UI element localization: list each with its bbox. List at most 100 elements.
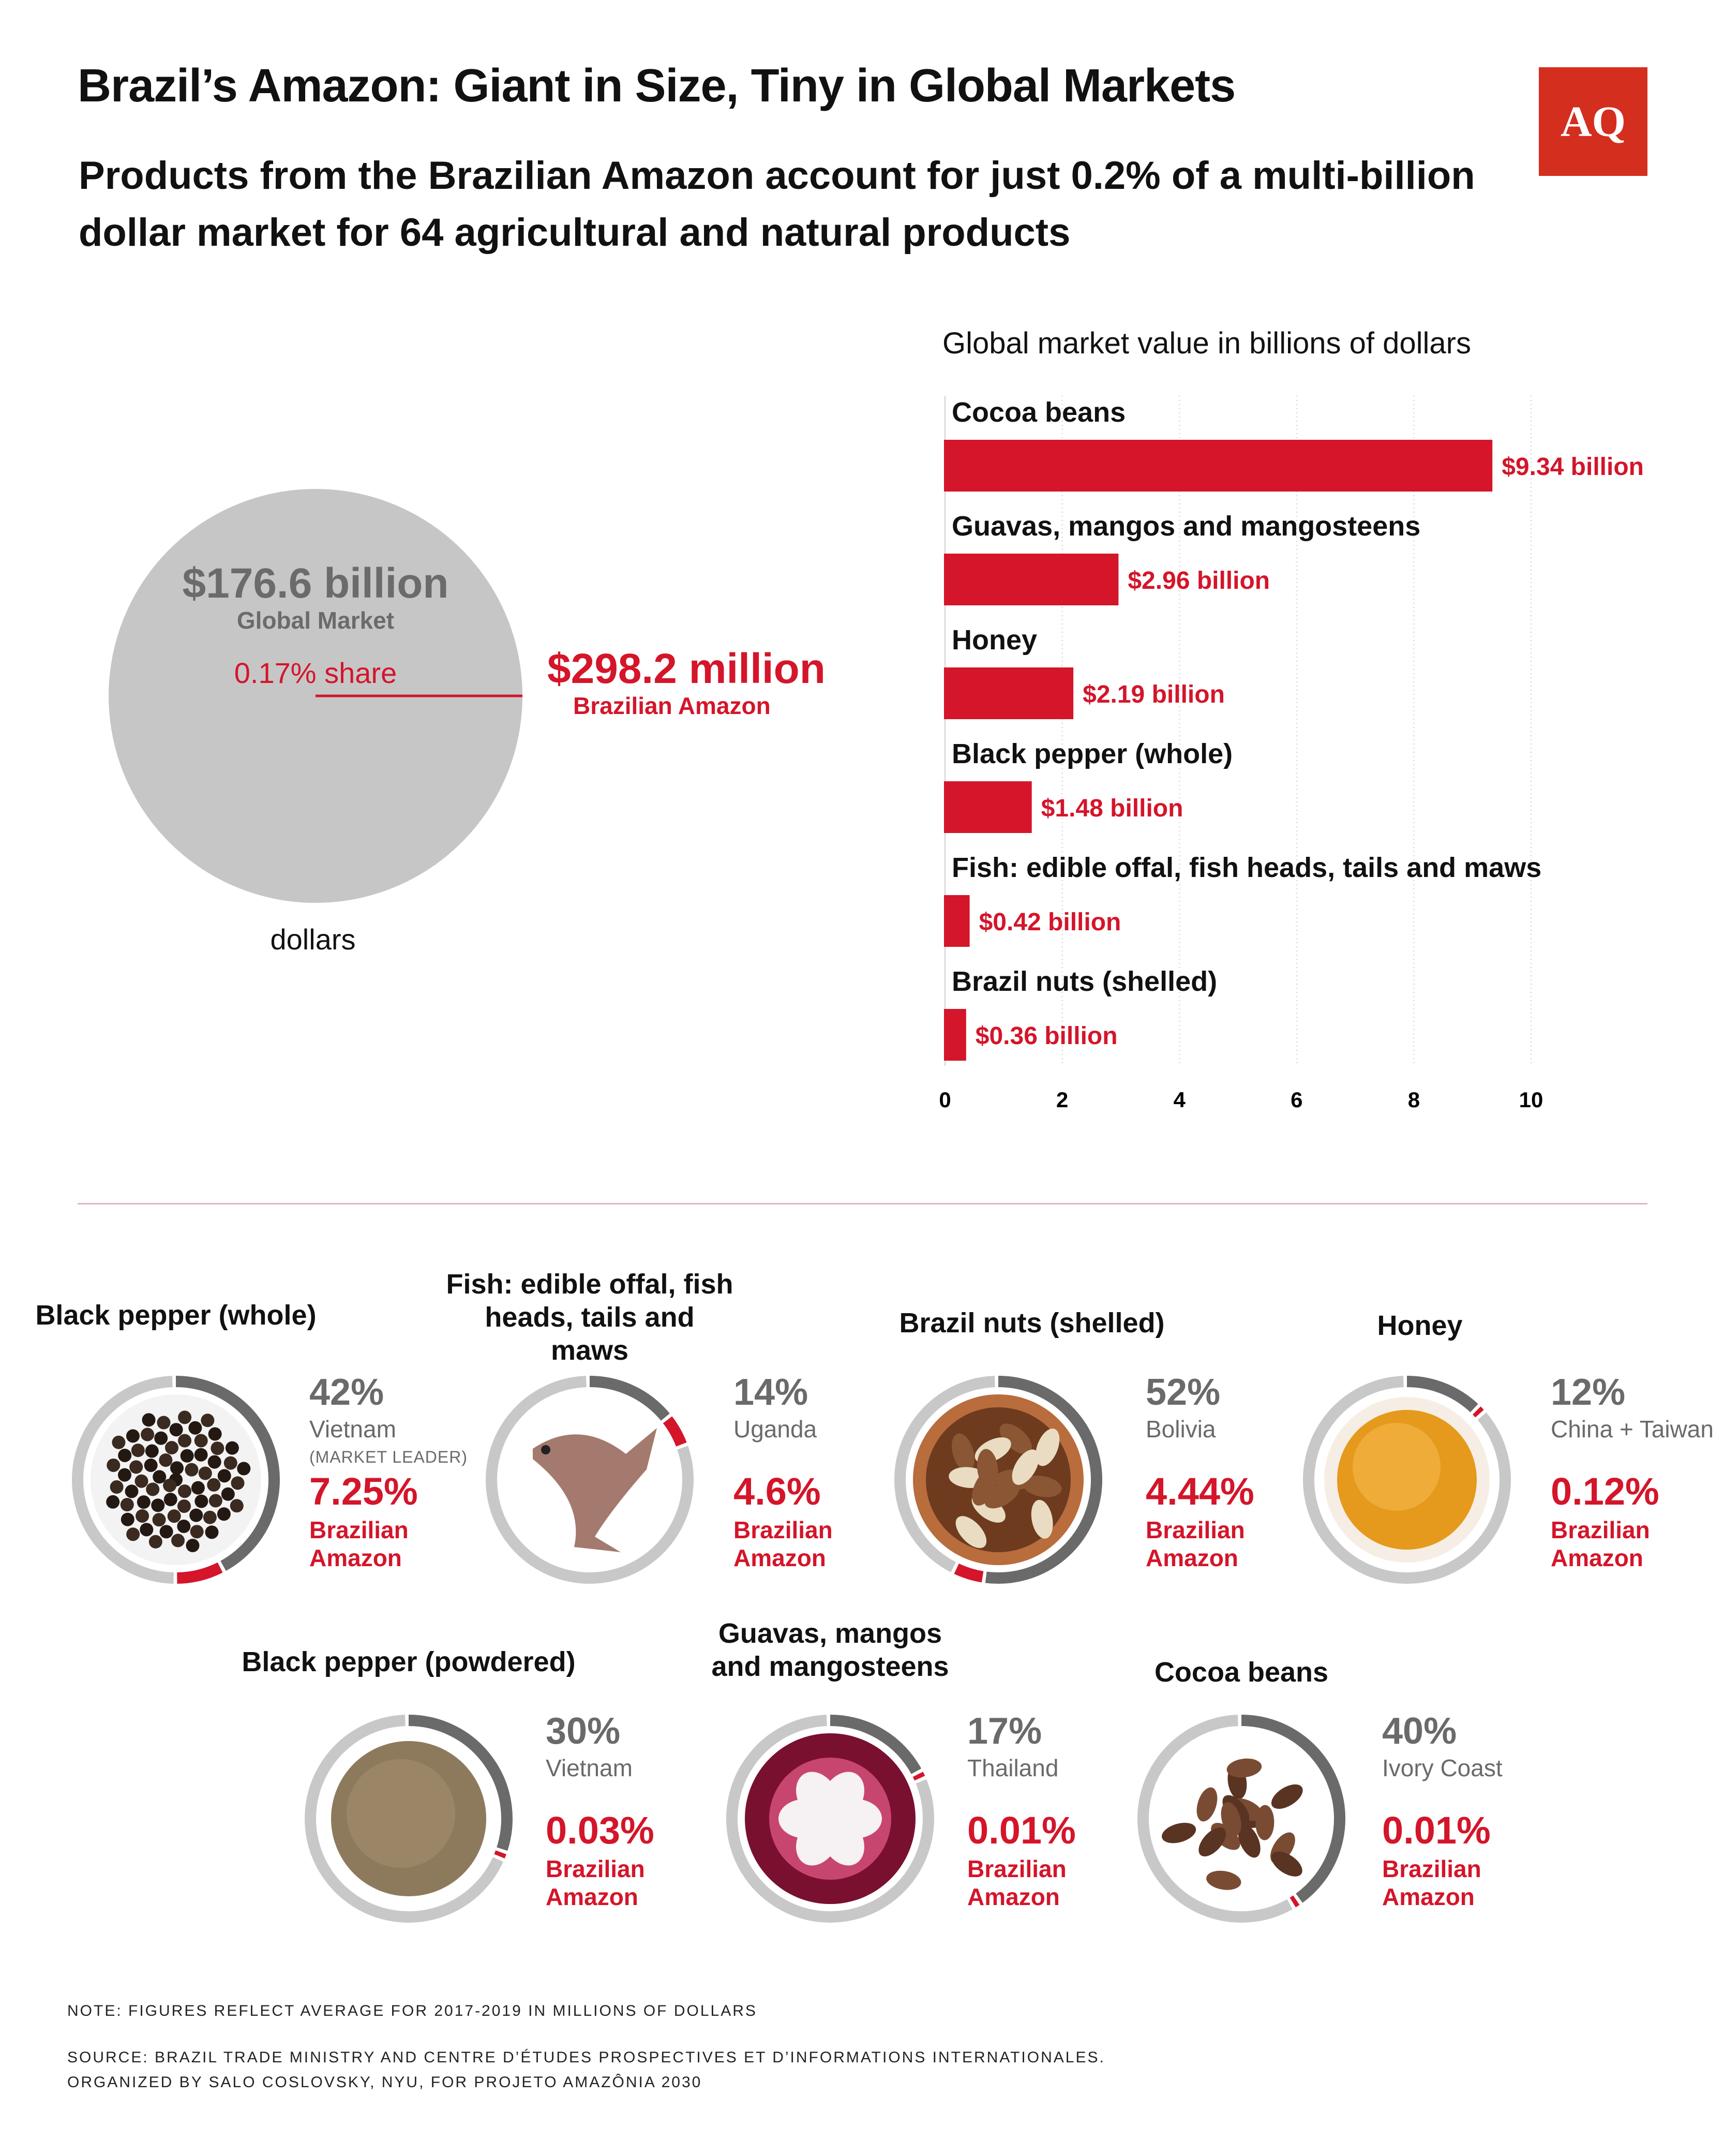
x-tick-label: 0: [939, 1088, 951, 1112]
amazon-percent: 0.01%: [1382, 1809, 1491, 1852]
pie-unit-label: dollars: [271, 923, 356, 956]
amazon-percent: 0.03%: [546, 1809, 654, 1852]
footer-organized: ORGANIZED BY SALO COSLOVSKY, NYU, FOR PR…: [67, 2074, 702, 2091]
page-subtitle: Products from the Brazilian Amazon accou…: [79, 154, 1475, 255]
brazil-nut-icon: [913, 1394, 1084, 1565]
bar-category-label: Brazil nuts (shelled): [952, 966, 1217, 997]
fish-icon: [533, 1428, 657, 1552]
bar: [944, 895, 970, 947]
rest-arc: [72, 1376, 174, 1584]
cocoa-bean-icon: [1162, 1758, 1303, 1890]
pie-amazon-value: $298.2 million: [547, 645, 826, 692]
product-donut: [1137, 1715, 1345, 1923]
bar-value-label: $2.96 billion: [1128, 567, 1270, 594]
leader-country: Uganda: [733, 1416, 817, 1443]
bar-category-label: Honey: [952, 625, 1037, 656]
leader-arc: [589, 1376, 670, 1421]
amazon-arc: [1290, 1895, 1300, 1908]
pepper-powder-icon: [331, 1741, 486, 1896]
amazon-percent: 7.25%: [309, 1470, 418, 1513]
amazon-label: Brazilian Amazon: [967, 1855, 1067, 1910]
bar-category-label: Cocoa beans: [952, 397, 1126, 428]
rest-arc: [726, 1715, 934, 1923]
leader-percent: 40%: [1382, 1711, 1457, 1752]
bar-value-label: $9.34 billion: [1502, 453, 1644, 481]
bar: [944, 440, 1493, 492]
global-market-pie: $176.6 billion Global Market 0.17% share…: [109, 489, 826, 956]
bar-value-label: $0.36 billion: [976, 1022, 1118, 1050]
product-title: Fish: edible offal, fish heads, tails an…: [446, 1269, 733, 1366]
leader-percent: 17%: [967, 1711, 1042, 1752]
amazon-label: Brazilian Amazon: [546, 1855, 645, 1910]
bar-category-label: Guavas, mangos and mangosteens: [952, 511, 1420, 542]
leader-country: Bolivia: [1146, 1416, 1216, 1443]
bar-value-label: $2.19 billion: [1083, 681, 1225, 708]
product-donut: [72, 1376, 280, 1584]
amazon-label: Brazilian Amazon: [1551, 1516, 1650, 1571]
section-divider: [78, 1203, 1647, 1205]
amazon-arc: [1472, 1406, 1484, 1418]
peppercorn-icon: [91, 1394, 261, 1565]
pie-share-label: 0.17% share: [234, 657, 397, 689]
rest-arc: [894, 1376, 995, 1572]
bar: [944, 667, 1074, 719]
rest-arc: [305, 1715, 503, 1923]
pie-global-value: $176.6 billion: [183, 560, 449, 607]
product-title: Brazil nuts (shelled): [899, 1307, 1165, 1339]
leader-note: (MARKET LEADER): [309, 1448, 468, 1466]
leader-percent: 52%: [1146, 1372, 1221, 1413]
product-donut: [305, 1715, 513, 1923]
amazon-label: Brazilian Amazon: [733, 1516, 833, 1571]
leader-percent: 30%: [546, 1711, 621, 1752]
leader-country: Thailand: [967, 1754, 1059, 1781]
pie-amazon-label: Brazilian Amazon: [573, 692, 771, 719]
product-title: Honey: [1377, 1310, 1463, 1341]
amazon-arc: [176, 1562, 223, 1584]
rest-arc: [1303, 1376, 1511, 1584]
bar-value-label: $0.42 billion: [979, 909, 1121, 936]
x-tick-label: 4: [1174, 1088, 1186, 1112]
product-donut: [486, 1376, 694, 1584]
bar-category-label: Black pepper (whole): [952, 738, 1233, 769]
x-tick-label: 6: [1291, 1088, 1302, 1112]
product-title: Cocoa beans: [1154, 1657, 1329, 1688]
amazon-label: Brazilian Amazon: [1146, 1516, 1245, 1571]
rest-arc: [486, 1376, 694, 1584]
leader-arc: [830, 1715, 922, 1774]
leader-arc: [1406, 1376, 1478, 1412]
market-value-bar-chart: 0 2 4 6 8 10 Cocoa beans $9.34 billion Guavas, m…: [939, 396, 1644, 1112]
footer-note: NOTE: FIGURES REFLECT AVERAGE FOR 2017-2…: [67, 2002, 757, 2019]
leader-percent: 14%: [733, 1372, 808, 1413]
product-donut: [894, 1376, 1102, 1584]
bar-category-label: Fish: edible offal, fish heads, tails an…: [952, 852, 1541, 883]
amazon-percent: 0.12%: [1551, 1470, 1659, 1513]
leader-percent: 42%: [309, 1372, 384, 1413]
x-tick-label: 8: [1408, 1088, 1420, 1112]
leader-percent: 12%: [1551, 1372, 1626, 1413]
amazon-percent: 4.6%: [733, 1470, 821, 1513]
amazon-label: Brazilian Amazon: [309, 1516, 409, 1571]
amazon-arc: [494, 1850, 506, 1858]
leader-arc: [408, 1715, 513, 1851]
leader-arc: [1241, 1715, 1345, 1903]
amazon-percent: 4.44%: [1146, 1470, 1254, 1513]
x-tick-label: 10: [1519, 1088, 1543, 1112]
leader-country: Vietnam: [309, 1416, 396, 1443]
honey-icon: [1324, 1397, 1490, 1563]
leader-arc: [985, 1376, 1102, 1584]
bar-value-label: $1.48 billion: [1041, 795, 1183, 822]
aq-logo: AQ: [1539, 67, 1647, 176]
bar-chart-title: Global market value in billions of dolla…: [942, 326, 1471, 360]
amazon-arc: [663, 1416, 687, 1447]
bar: [944, 1009, 966, 1061]
amazon-label: Brazilian Amazon: [1382, 1855, 1481, 1910]
amazon-arc: [912, 1772, 925, 1781]
leader-country: Vietnam: [546, 1754, 633, 1781]
product-title: Guavas, mangos and mangosteens: [711, 1618, 949, 1682]
leader-country: Ivory Coast: [1382, 1754, 1503, 1781]
amazon-arc: [954, 1563, 984, 1583]
leader-arc: [175, 1376, 280, 1571]
page-title: Brazil’s Amazon: Giant in Size, Tiny in …: [78, 60, 1236, 112]
x-tick-label: 2: [1056, 1088, 1068, 1112]
pie-global-label: Global Market: [237, 607, 394, 634]
